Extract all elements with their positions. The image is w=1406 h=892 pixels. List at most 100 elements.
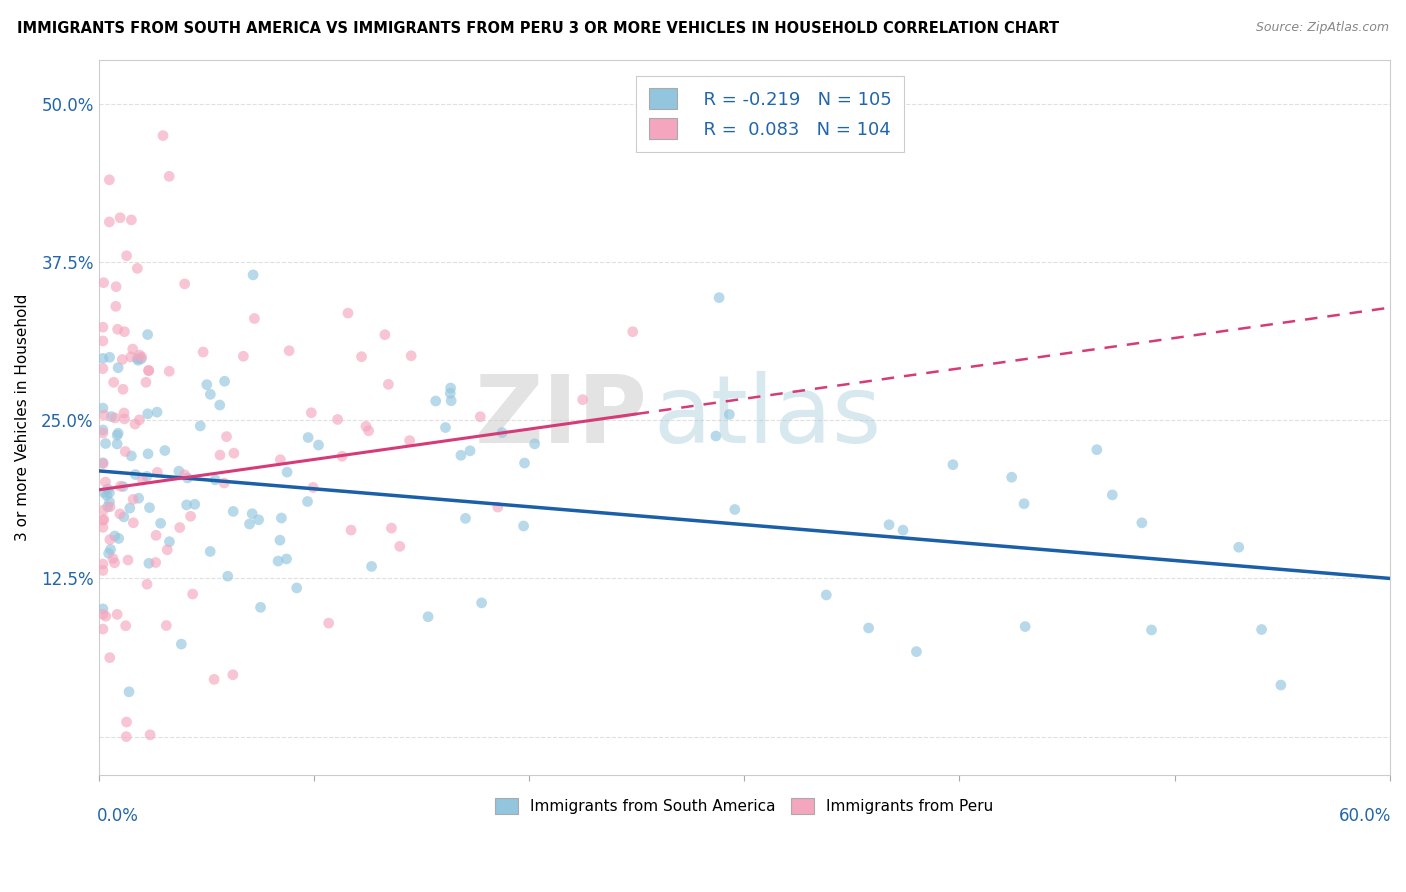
Point [131, 350, 153, 364]
Point [621, 325, 644, 339]
Point [136, 327, 159, 342]
Point [195, 377, 218, 392]
Point [149, 516, 172, 531]
Point [222, 667, 245, 681]
Point [157, 169, 180, 184]
Point [523, 437, 546, 451]
Point [136, 577, 159, 591]
Point [121, 342, 143, 356]
Point [120, 449, 142, 463]
Point [1012, 497, 1035, 511]
Point [215, 429, 238, 443]
Point [91, 607, 114, 622]
Point [155, 618, 177, 632]
Point [212, 476, 235, 491]
Point [470, 409, 492, 424]
Point [858, 621, 880, 635]
Point [97, 500, 120, 514]
Point [240, 507, 263, 521]
Legend: Immigrants from South America, Immigrants from Peru: Immigrants from South America, Immigrant… [489, 792, 1000, 821]
Point [98, 533, 121, 547]
Point [146, 405, 169, 419]
Point [512, 519, 534, 533]
Point [91, 602, 114, 616]
Point [167, 464, 190, 478]
Point [157, 364, 180, 378]
Point [222, 504, 245, 518]
Point [118, 501, 141, 516]
Point [724, 502, 747, 516]
Point [1130, 516, 1153, 530]
Point [388, 540, 411, 554]
Point [112, 325, 135, 339]
Point [120, 350, 142, 364]
Point [1101, 488, 1123, 502]
Point [91, 351, 114, 366]
Point [942, 458, 965, 472]
Point [91, 456, 114, 470]
Point [571, 392, 593, 407]
Point [377, 377, 399, 392]
Point [100, 542, 122, 557]
Point [129, 351, 152, 366]
Point [108, 507, 131, 521]
Point [1250, 623, 1272, 637]
Point [107, 426, 129, 441]
Point [1014, 619, 1036, 633]
Point [276, 552, 298, 566]
Point [98, 351, 121, 365]
Point [242, 268, 264, 282]
Point [112, 510, 135, 524]
Point [297, 494, 319, 508]
Point [1001, 470, 1024, 484]
Point [297, 430, 319, 444]
Point [491, 425, 513, 440]
Point [891, 523, 914, 537]
Point [222, 446, 245, 460]
Point [128, 348, 150, 362]
Point [91, 361, 114, 376]
Point [101, 551, 124, 566]
Point [340, 523, 363, 537]
Point [93, 485, 115, 500]
Point [152, 128, 174, 143]
Point [97, 482, 120, 496]
Point [105, 279, 128, 293]
Point [138, 363, 160, 377]
Point [159, 534, 181, 549]
Point [176, 498, 198, 512]
Point [94, 436, 117, 450]
Point [91, 622, 114, 636]
Point [877, 517, 900, 532]
Point [232, 349, 254, 363]
Text: ZIP: ZIP [475, 371, 647, 463]
Point [91, 520, 114, 534]
Point [91, 457, 114, 471]
Point [111, 382, 134, 396]
Point [270, 511, 292, 525]
Text: atlas: atlas [654, 371, 882, 463]
Point [103, 376, 125, 390]
Point [440, 393, 463, 408]
Point [124, 467, 146, 482]
Point [104, 299, 127, 313]
Point [115, 730, 138, 744]
Y-axis label: 3 or more Vehicles in Household: 3 or more Vehicles in Household [15, 293, 30, 541]
Point [905, 645, 928, 659]
Point [138, 500, 160, 515]
Point [330, 450, 353, 464]
Point [115, 249, 138, 263]
Point [198, 544, 221, 558]
Point [318, 616, 340, 631]
Point [94, 475, 117, 489]
Point [173, 277, 195, 291]
Point [399, 349, 422, 363]
Point [299, 406, 322, 420]
Point [98, 486, 121, 500]
Point [439, 386, 461, 401]
Point [302, 480, 325, 494]
Point [181, 587, 204, 601]
Text: Source: ZipAtlas.com: Source: ZipAtlas.com [1256, 21, 1389, 35]
Point [105, 437, 128, 451]
Point [439, 381, 461, 395]
